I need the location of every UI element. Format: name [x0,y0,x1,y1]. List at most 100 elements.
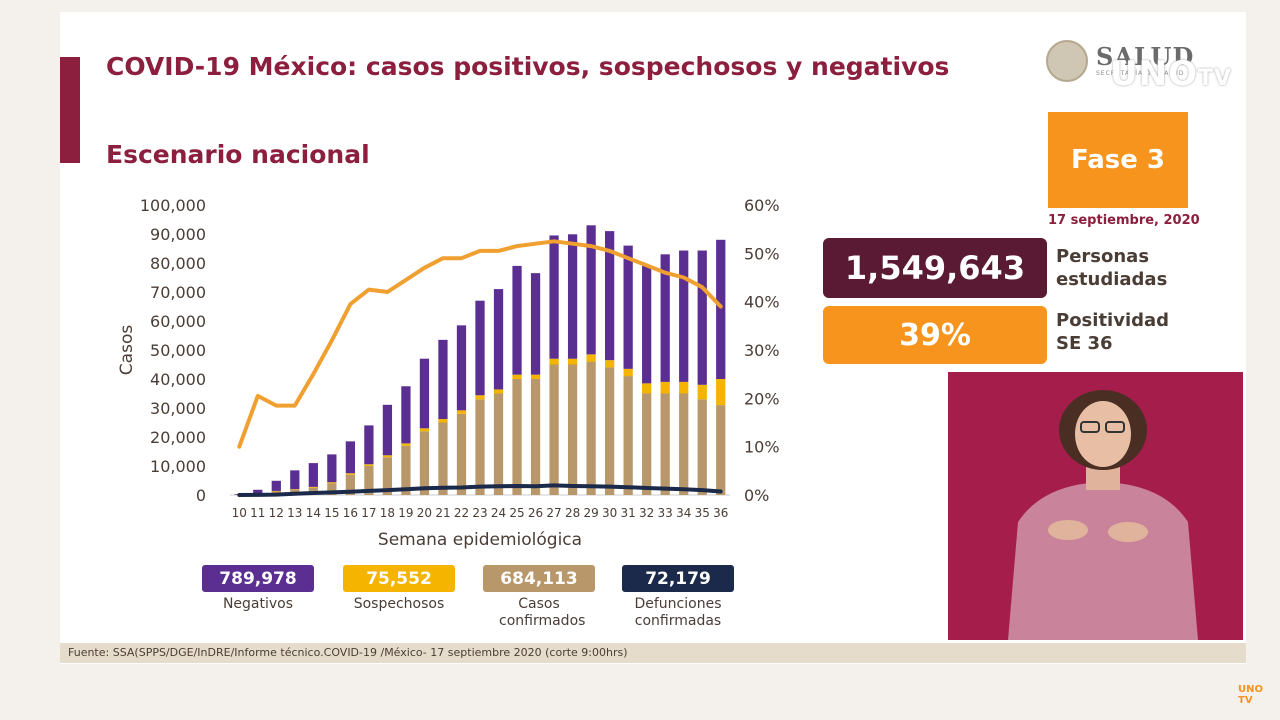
bar-negativos [475,300,485,396]
bar-negativos [530,273,541,375]
bar-casos-confirmados [438,422,448,495]
bar-casos-confirmados [605,367,615,495]
sign-language-interpreter-video [948,372,1243,640]
bar-sospechosos [549,358,559,365]
bar-negativos [660,254,670,382]
bar-sospechosos [605,360,615,368]
bar-negativos [586,225,596,355]
bar-negativos [253,489,263,494]
legend-deaths-value: 72,179 [622,565,734,592]
bar-sospechosos [438,419,448,423]
x-tick-label: 26 [528,506,543,520]
x-tick-label: 12 [269,506,284,520]
y-tick-label: 20,000 [150,428,206,447]
x-tick-label: 18 [380,506,395,520]
y-tick-label: 40,000 [150,370,206,389]
bar-sospechosos [660,381,670,394]
x-tick-label: 34 [676,506,691,520]
bar-negativos [716,239,726,379]
y-tick-label: 100,000 [140,196,206,215]
source-footnote: Fuente: SSA(SPPS/DGE/InDRE/Informe técni… [60,643,1246,663]
bar-sospechosos [679,381,689,394]
bar-casos-confirmados [530,379,541,495]
legend-suspects: 75,552 Sospechosos [343,565,455,613]
bar-negativos [419,358,430,429]
legend-suspects-value: 75,552 [343,565,455,592]
bar-casos-confirmados [567,364,578,495]
logo-subtext: SECRETARÍA DE SALUD [1096,70,1185,77]
x-tick-label: 19 [398,506,413,520]
bar-sospechosos [567,358,578,365]
y-tick-label: 10,000 [150,457,206,476]
y-tick-label: 50,000 [150,341,206,360]
bar-negativos [493,289,504,390]
y-tick-label: 60,000 [150,312,206,331]
bar-casos-confirmados [697,399,707,495]
bar-casos-confirmados [364,466,374,495]
mexico-seal-icon [1046,40,1088,82]
bar-negativos [697,250,707,385]
x-tick-label: 31 [621,506,636,520]
page-title: COVID-19 México: casos positivos, sospec… [106,52,950,81]
legend-negatives: 789,978 Negativos [202,565,314,613]
bar-sospechosos [512,374,522,379]
bar-negativos [308,463,318,487]
bar-sospechosos [308,486,318,488]
people-studied-value: 1,549,643 [823,238,1047,298]
y2-tick-label: 40% [744,293,780,312]
y2-tick-label: 30% [744,341,780,360]
people-studied-label-line1: Personas [1056,246,1150,267]
bar-negativos [345,441,355,474]
legend-deaths-label: Defunciones confirmadas [634,596,722,629]
bar-sospechosos [586,354,596,362]
bar-casos-confirmados [716,405,726,495]
x-tick-label: 35 [695,506,710,520]
bar-negativos [605,231,615,361]
bar-negativos [512,265,522,375]
bar-casos-confirmados [475,399,485,495]
bar-negativos [567,234,578,359]
bar-negativos [327,454,337,483]
x-tick-label: 11 [250,506,265,520]
x-tick-label: 33 [658,506,673,520]
x-tick-label: 36 [713,506,728,520]
salud-logo: SALUD SECRETARÍA DE SALUD [1046,40,1226,90]
bar-sospechosos [642,383,652,394]
y2-tick-label: 20% [744,389,780,408]
legend-negatives-label: Negativos [222,596,294,612]
corner-logo: UNO TV [1238,684,1263,706]
bar-negativos [679,250,689,382]
people-studied-label-line2: estudiadas [1056,269,1168,290]
y-tick-label: 80,000 [150,254,206,273]
x-tick-label: 30 [602,506,617,520]
x-tick-label: 32 [639,506,654,520]
bar-negativos [401,386,411,444]
bar-negativos [382,404,393,456]
legend-confirmed-label: Casos confirmados [499,596,586,629]
legend-confirmed: 684,113 Casos confirmados [483,565,595,630]
x-tick-label: 23 [472,506,487,520]
legend-negatives-value: 789,978 [202,565,314,592]
bar-negativos [549,235,559,359]
bar-negativos [623,245,633,369]
line-positividad [237,239,723,449]
bar-sospechosos [716,379,726,406]
x-tick-label: 21 [435,506,450,520]
watermark-tv: TV [1197,66,1233,91]
bar-casos-confirmados [586,361,596,495]
bar-casos-confirmados [382,457,393,495]
y2-tick-label: 0% [744,486,769,505]
y-tick-label: 0 [196,486,206,505]
legend-deaths: 72,179 Defunciones confirmadas [622,565,734,630]
bar-casos-confirmados [549,364,559,495]
bar-sospechosos [456,410,467,414]
bar-casos-confirmados [623,376,633,495]
x-tick-label: 17 [361,506,376,520]
legend-suspects-label: Sospechosos [353,596,445,612]
bar-sospechosos [530,374,541,379]
bar-sospechosos [475,395,485,400]
x-tick-label: 25 [509,506,524,520]
bar-casos-confirmados [419,431,430,495]
y2-axis-label: Positividad [795,304,800,396]
x-tick-label: 27 [546,506,561,520]
